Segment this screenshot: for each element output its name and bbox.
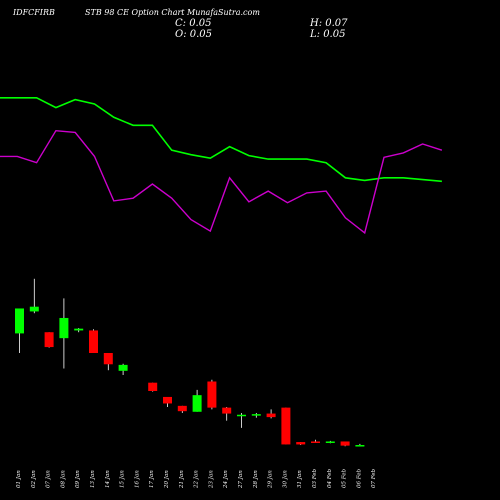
candle-body	[148, 382, 158, 391]
x-tick-label: 01 Jan	[16, 470, 22, 488]
lower-band-line	[0, 129, 443, 235]
x-tick-label: 09 Jan	[75, 470, 81, 488]
x-tick-label: 28 Jan	[253, 470, 259, 489]
candle-body	[103, 353, 113, 365]
x-tick-label: 27 Jan	[238, 470, 244, 489]
open-readout: O: 0.05	[175, 29, 213, 40]
candle-body	[266, 413, 276, 418]
candle-body	[15, 308, 24, 334]
x-tick-label: 03 Feb	[312, 468, 318, 488]
candle-body	[340, 441, 350, 446]
candle-body	[222, 407, 232, 414]
x-tick-label: 24 Jan	[223, 470, 229, 489]
candle-body	[281, 407, 291, 445]
x-tick-label: 13 Jan	[90, 470, 96, 488]
x-tick-label: 30 Jan	[282, 470, 288, 488]
chart-title: STB 98 CE Option Chart MunafaSutra.com	[85, 8, 260, 17]
candle-body	[311, 441, 320, 443]
candle-body	[29, 306, 39, 312]
x-tick-label: 22 Jan	[194, 470, 200, 489]
x-tick-label: 07 Jan	[46, 470, 52, 488]
candle-body	[355, 445, 365, 447]
candle-body	[325, 441, 335, 443]
candle-body	[207, 381, 217, 408]
x-tick-label: 05 Feb	[342, 468, 348, 488]
x-tick-label: 14 Jan	[105, 470, 111, 488]
upper-band-line	[0, 97, 442, 183]
candle-body	[118, 364, 128, 371]
high-readout: H: 0.07	[310, 18, 348, 29]
x-tick-label: 16 Jan	[134, 470, 140, 488]
candle-body	[163, 396, 172, 404]
x-tick-label: 06 Feb	[356, 468, 362, 488]
candle-body	[177, 405, 187, 412]
candle-body	[74, 328, 84, 331]
candle-body	[296, 442, 306, 445]
x-tick-label: 17 Jan	[149, 470, 155, 488]
symbol-label: IDFCFIRB	[13, 8, 55, 17]
candle-body	[251, 414, 261, 416]
close-readout: C: 0.05	[175, 18, 212, 29]
x-tick-label: 07 Feb	[371, 468, 377, 488]
candle-body	[237, 414, 246, 417]
candle-body	[192, 395, 202, 412]
x-tick-label: 23 Jan	[208, 470, 214, 489]
low-readout: L: 0.05	[310, 29, 346, 40]
x-tick-label: 15 Jan	[120, 470, 126, 488]
x-tick-label: 29 Jan	[268, 470, 274, 489]
x-tick-label: 31 Jan	[297, 470, 303, 488]
candle-body	[89, 330, 98, 353]
x-tick-label: 02 Jan	[31, 470, 37, 488]
x-tick-label: 21 Jan	[179, 470, 185, 489]
x-tick-label: 20 Jan	[164, 470, 170, 489]
x-tick-label: 04 Feb	[327, 468, 333, 488]
x-tick-label: 08 Jan	[60, 470, 66, 488]
candle-body	[59, 317, 69, 339]
candle-body	[44, 332, 54, 348]
